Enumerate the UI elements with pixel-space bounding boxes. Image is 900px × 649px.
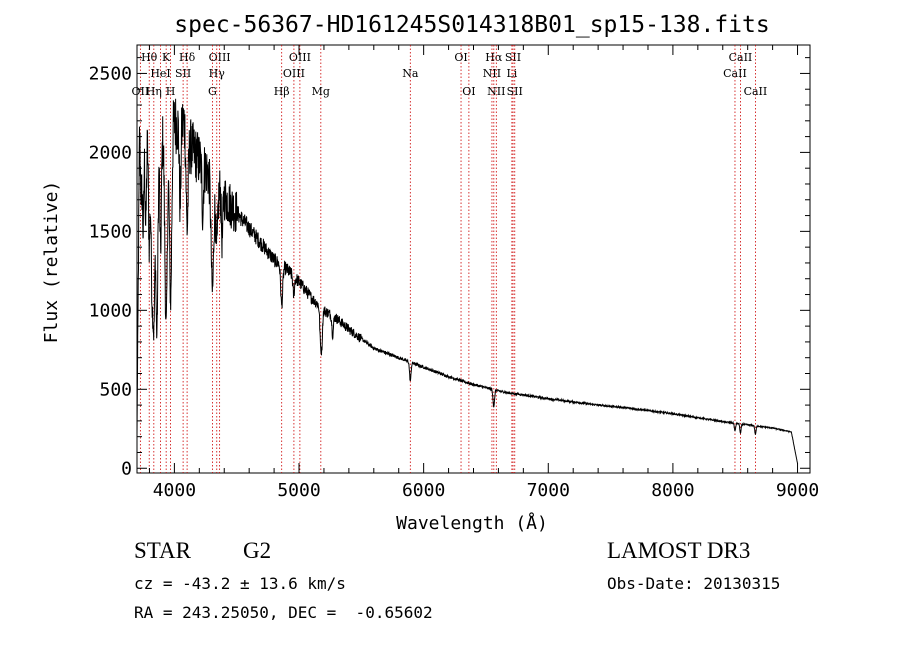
- survey-name: LAMOST DR3: [607, 538, 751, 563]
- line-marker-label-8: CaII: [729, 51, 753, 64]
- spectrum-series: [136, 98, 798, 464]
- y-tick-label-4: 2000: [89, 142, 132, 163]
- x-tick-label-4: 8000: [651, 480, 694, 501]
- line-marker-label-18: Hη: [146, 85, 162, 98]
- line-marker-label-26: CaII: [744, 85, 768, 98]
- plot-border: [136, 44, 811, 474]
- line-marker-label-15: Li: [506, 67, 517, 80]
- line-marker-label-19: H: [166, 85, 176, 98]
- line-marker-label-23: OI: [462, 85, 475, 98]
- line-marker-label-16: CaII: [723, 67, 747, 80]
- y-tick-label-1: 500: [99, 379, 132, 400]
- line-marker-label-0: Hθ: [141, 51, 158, 64]
- line-marker-label-9: HeI: [150, 67, 170, 80]
- y-axis-label: Flux (relative): [41, 181, 62, 344]
- line-marker-label-13: Na: [402, 67, 419, 80]
- line-marker-label-12: OIII: [283, 67, 305, 80]
- line-marker-label-21: Hβ: [274, 85, 290, 98]
- x-tick-label-5: 9000: [776, 480, 819, 501]
- line-marker-label-2: Hδ: [179, 51, 196, 64]
- x-tick-label-1: 5000: [277, 480, 320, 501]
- y-tick-label-5: 2500: [89, 63, 132, 84]
- line-marker-label-5: OI: [454, 51, 467, 64]
- line-marker-label-6: Hα: [485, 51, 503, 64]
- x-tick-label-3: 7000: [527, 480, 570, 501]
- line-marker-label-17: OII: [132, 85, 150, 98]
- line-marker-label-22: Mg: [312, 85, 330, 98]
- line-marker-label-7: SII: [505, 51, 521, 64]
- line-marker-label-10: SII: [175, 67, 191, 80]
- line-marker-label-1: K: [162, 51, 171, 64]
- object-class: STAR: [134, 538, 191, 563]
- y-tick-label-3: 1500: [89, 221, 132, 242]
- y-tick-label-0: 0: [121, 458, 132, 479]
- x-tick-label-2: 6000: [402, 480, 445, 501]
- x-axis-label: Wavelength (Å): [396, 512, 548, 534]
- coordinates-readout: RA = 243.25050, DEC = -0.65602: [134, 603, 433, 622]
- line-marker-label-24: NII: [487, 85, 505, 98]
- plot-frame: [136, 44, 811, 474]
- y-tick-label-2: 1000: [89, 300, 132, 321]
- line-marker-label-11: Hγ: [209, 67, 226, 80]
- spectrum-line: [136, 98, 798, 464]
- redshift-readout: cz = -43.2 ± 13.6 km/s: [134, 574, 346, 593]
- axes: 4000 5000 6000 7000 8000 9000 0 500 1000 1500 2000…: [89, 45, 819, 501]
- chart-title: spec-56367-HD161245S014318B01_sp15-138.f…: [174, 12, 769, 38]
- line-marker-label-4: OIII: [289, 51, 311, 64]
- line-marker-label-25: SII: [507, 85, 523, 98]
- observation-date: Obs-Date: 20130315: [607, 574, 781, 593]
- line-marker-label-3: OIII: [209, 51, 231, 64]
- x-tick-label-0: 4000: [153, 480, 196, 501]
- object-subclass: G2: [243, 538, 272, 563]
- line-marker-label-20: G: [208, 85, 217, 98]
- line-marker-label-14: NII: [483, 67, 501, 80]
